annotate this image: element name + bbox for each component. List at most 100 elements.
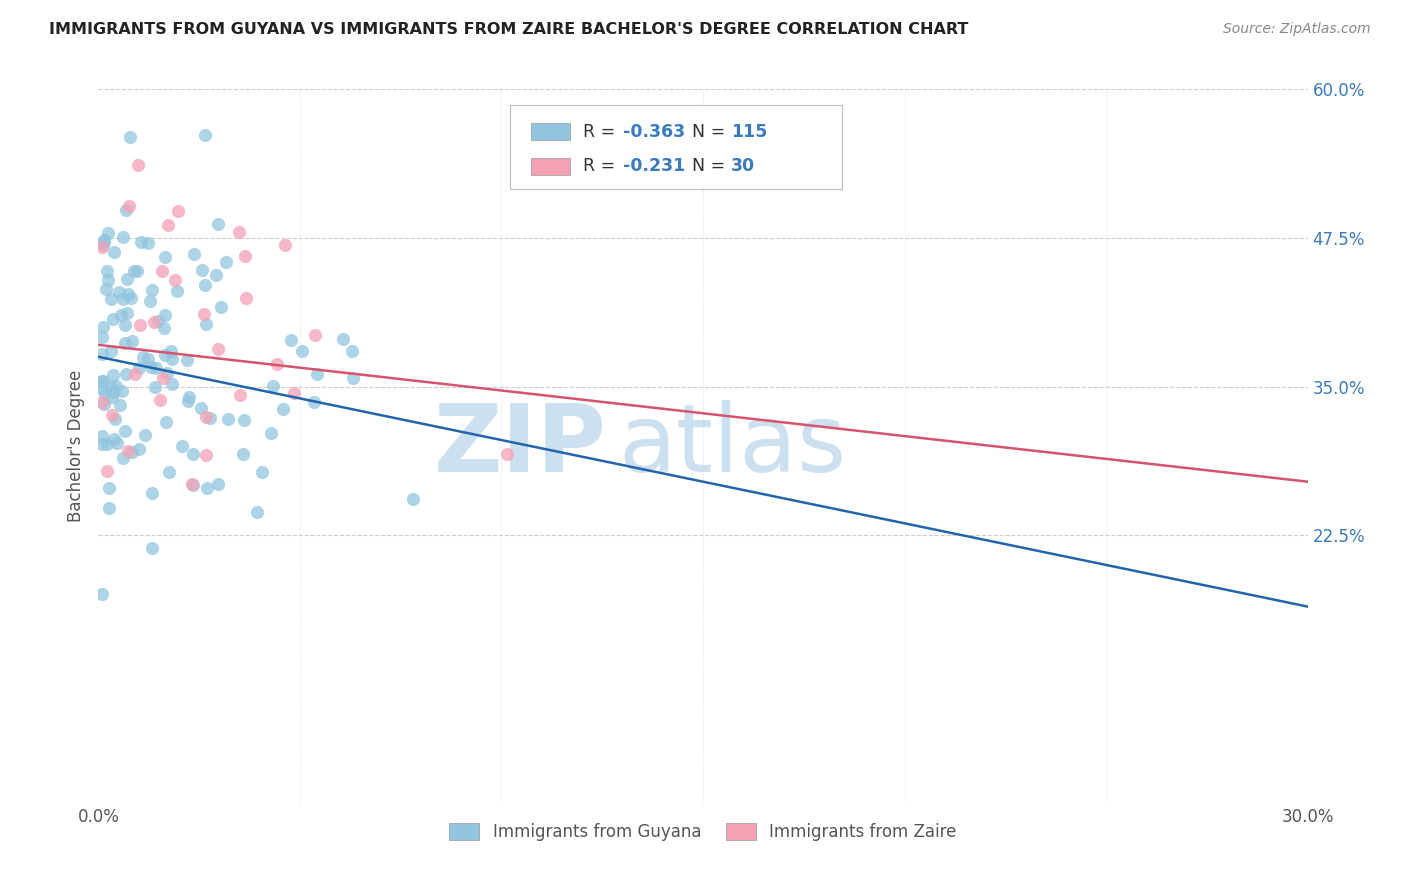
Point — [283, 385, 305, 400]
Point — [141, 541, 163, 556]
Point — [118, 199, 141, 213]
Point — [129, 318, 152, 332]
Point — [153, 348, 176, 362]
Point — [305, 367, 328, 381]
Point — [148, 314, 170, 328]
Point — [194, 448, 217, 462]
Point — [120, 129, 142, 144]
Point — [273, 402, 295, 417]
Point — [125, 264, 148, 278]
Point — [228, 226, 250, 240]
Point — [94, 282, 117, 296]
Point — [139, 294, 162, 309]
Text: N =: N = — [692, 122, 731, 141]
Text: R =: R = — [583, 157, 621, 175]
Point — [129, 235, 152, 249]
Point — [194, 278, 217, 293]
Point — [180, 477, 202, 491]
Point — [98, 481, 121, 495]
Text: 30: 30 — [731, 157, 755, 175]
Point — [131, 350, 153, 364]
Point — [176, 352, 198, 367]
Point — [127, 158, 149, 172]
Point — [141, 283, 163, 297]
Point — [96, 264, 118, 278]
Point — [101, 409, 124, 423]
Point — [115, 306, 138, 320]
Point — [91, 330, 114, 344]
Point — [104, 379, 127, 393]
Point — [153, 250, 176, 264]
Point — [191, 263, 214, 277]
Point — [181, 478, 204, 492]
Point — [114, 367, 136, 381]
Point — [496, 447, 519, 461]
Point — [152, 320, 174, 334]
Text: -0.231: -0.231 — [623, 157, 686, 175]
Point — [340, 344, 363, 359]
Point — [96, 437, 118, 451]
Point — [156, 218, 179, 232]
Point — [195, 481, 218, 495]
Point — [115, 272, 138, 286]
Point — [103, 385, 125, 400]
Point — [128, 361, 150, 376]
Point — [100, 293, 122, 307]
Point — [266, 357, 288, 371]
Point — [194, 128, 217, 142]
Point — [143, 315, 166, 329]
Point — [143, 380, 166, 394]
Point — [160, 377, 183, 392]
Point — [100, 344, 122, 359]
Text: -0.363: -0.363 — [623, 122, 685, 141]
Point — [91, 395, 114, 409]
Point — [155, 415, 177, 429]
Point — [205, 268, 228, 282]
Point — [91, 240, 114, 254]
Text: N =: N = — [692, 157, 731, 175]
Point — [103, 412, 125, 426]
Point — [101, 390, 124, 404]
Point — [304, 328, 326, 343]
Point — [262, 379, 284, 393]
Point — [97, 273, 120, 287]
Point — [112, 292, 135, 306]
Point — [101, 312, 124, 326]
Point — [120, 291, 142, 305]
Point — [160, 344, 183, 359]
Point — [128, 442, 150, 457]
Point — [183, 247, 205, 261]
Point — [93, 235, 115, 249]
Point — [170, 439, 193, 453]
Point — [193, 307, 215, 321]
Point — [160, 351, 183, 366]
Point — [152, 371, 174, 385]
Point — [235, 249, 257, 263]
Point — [207, 342, 229, 356]
Text: atlas: atlas — [619, 400, 846, 492]
Point — [342, 371, 364, 385]
Point — [103, 432, 125, 446]
Point — [91, 237, 114, 252]
Point — [141, 486, 163, 500]
Point — [91, 587, 114, 601]
Point — [134, 428, 156, 442]
Point — [190, 401, 212, 416]
FancyBboxPatch shape — [531, 123, 569, 140]
Point — [280, 334, 302, 348]
Point — [194, 409, 217, 424]
Point — [198, 411, 221, 425]
Point — [156, 366, 179, 380]
Point — [112, 229, 135, 244]
Point — [114, 318, 136, 332]
Point — [153, 308, 176, 322]
Point — [233, 413, 256, 427]
Point — [150, 264, 173, 278]
Point — [136, 235, 159, 250]
Point — [136, 351, 159, 366]
Point — [111, 384, 134, 398]
Point — [177, 390, 200, 404]
Point — [260, 425, 283, 440]
Point — [97, 227, 120, 241]
Point — [207, 477, 229, 491]
